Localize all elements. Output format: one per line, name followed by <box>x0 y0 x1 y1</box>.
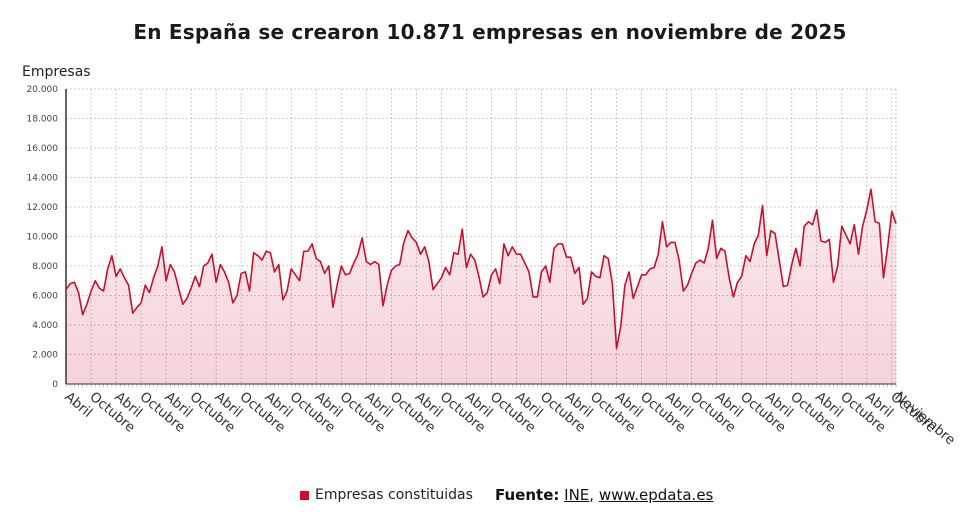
y-axis-label: Empresas <box>22 64 91 80</box>
x-tick-label: Noviembre <box>891 389 958 449</box>
y-tick-label: 6.000 <box>32 292 58 302</box>
chart-title: En España se crearon 10.871 empresas en … <box>133 20 847 44</box>
y-tick-label: 20.000 <box>27 85 59 95</box>
series-area <box>66 189 896 384</box>
source-site-link[interactable]: www.epdata.es <box>598 486 714 504</box>
y-tick-label: 4.000 <box>32 321 58 331</box>
y-tick-labels: 0 2.000 4.000 6.000 8.000 10.000 12.000 14.000 1… <box>27 85 59 390</box>
source-ine-link[interactable]: INE <box>564 486 590 504</box>
y-tick-label: 2.000 <box>32 351 58 361</box>
series-line-empresas-constituidas <box>65 188 897 350</box>
x-tick-labels: AbrilOctubreAbrilOctubreAbrilOctubreAbri… <box>61 389 958 449</box>
y-tick-label: 8.000 <box>32 262 58 272</box>
legend: Empresas constituidas <box>300 487 473 503</box>
y-tick-label: 12.000 <box>27 203 59 213</box>
source-note: Fuente: INE, www.epdata.es <box>495 486 713 504</box>
source-label: Fuente: <box>495 486 560 504</box>
x-tick-label: Abril <box>61 389 95 421</box>
line-chart: 0 2.000 4.000 6.000 8.000 10.000 12.000 14.000 1… <box>27 85 959 449</box>
legend-label: Empresas constituidas <box>315 487 473 503</box>
series-layer <box>65 188 897 350</box>
area-fill <box>66 189 896 384</box>
y-tick-label: 18.000 <box>27 115 59 125</box>
y-tick-label: 14.000 <box>27 174 59 184</box>
y-tick-label: 0 <box>52 380 58 390</box>
y-tick-label: 16.000 <box>27 144 59 154</box>
legend-swatch <box>300 490 309 500</box>
axes <box>65 89 897 387</box>
y-tick-label: 10.000 <box>27 233 59 243</box>
source-separator: , <box>589 486 599 504</box>
